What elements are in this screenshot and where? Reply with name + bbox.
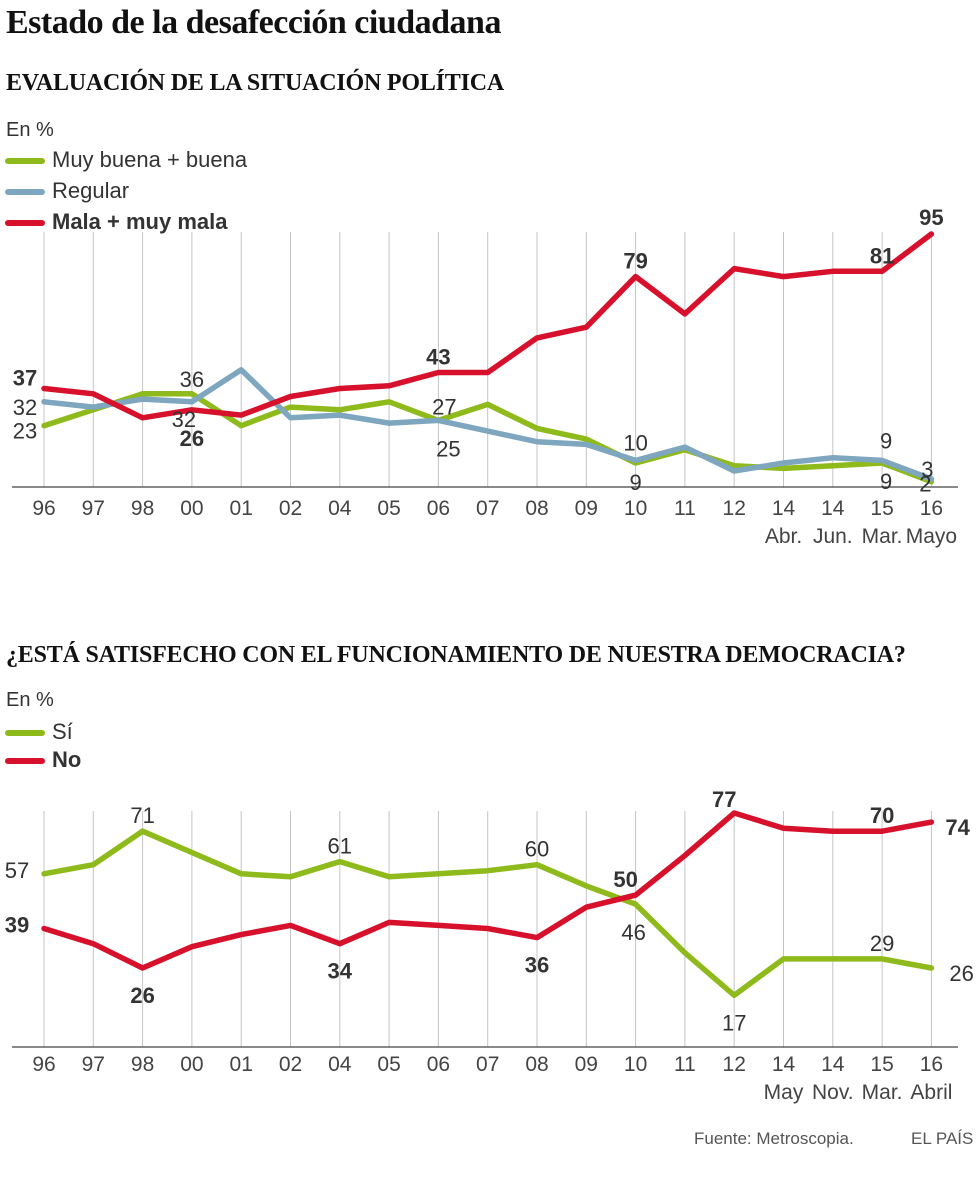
chart1-x-tick-label: 14 (821, 497, 845, 520)
chart2-data-label: 26 (949, 961, 973, 986)
chart2-x-tick-label: 16 (920, 1053, 943, 1076)
chart1-data-label: 2 (919, 472, 931, 497)
chart1-legend-label-2: Mala + muy mala (52, 209, 228, 234)
brand-logo-text: EL PAÍS (911, 1129, 974, 1148)
chart2-x-tick-label: 01 (230, 1053, 253, 1076)
chart2-x-sublabel: May (764, 1081, 804, 1104)
chart2-x-sublabel: Abril (910, 1081, 952, 1104)
chart2-legend-label-0: Sí (52, 719, 73, 744)
chart2-x-tick-label: 15 (870, 1053, 893, 1076)
chart1-x-tick-label: 05 (377, 497, 400, 520)
chart2-series-line-1 (41, 810, 935, 971)
chart1-x-tick-label: 06 (427, 497, 450, 520)
chart1-data-label: 27 (432, 394, 456, 419)
chart2-x-tick-label: 07 (476, 1053, 499, 1076)
chart2-data-label: 36 (525, 953, 549, 978)
chart2-data-label: 39 (5, 912, 29, 937)
chart1-data-label: 95 (919, 205, 943, 230)
chart1-data-label: 26 (180, 426, 204, 451)
chart2-x-tick-label: 96 (32, 1053, 55, 1076)
chart1-series-line-0 (41, 391, 935, 485)
chart2-x-tick-label: 04 (328, 1053, 352, 1076)
chart2-data-label: 70 (870, 803, 894, 828)
chart2-x-tick-label: 06 (427, 1053, 450, 1076)
chart1-series-line-2 (41, 231, 935, 421)
chart2-data-label: 61 (328, 834, 352, 859)
chart2-x-tick-label: 12 (723, 1053, 746, 1076)
chart1-x-tick-label: 01 (230, 497, 253, 520)
chart1-x-tick-label: 16 (920, 497, 943, 520)
chart2-x-tick-label: 05 (377, 1053, 400, 1076)
chart2-data-label: 46 (621, 920, 645, 945)
chart2-unit-label: En % (6, 689, 54, 711)
chart2-x-tick-label: 97 (82, 1053, 105, 1076)
chart1-data-label: 43 (426, 344, 450, 369)
chart1-data-label: 37 (13, 365, 37, 390)
chart2-x-sublabel: Mar. (862, 1081, 903, 1104)
chart2-x-tick-label: 14 (821, 1053, 845, 1076)
chart1-x-tick-label: 97 (82, 497, 105, 520)
source-note: Fuente: Metroscopia. (694, 1129, 854, 1148)
chart1-x-tick-label: 04 (328, 497, 352, 520)
chart2-x-tick-label: 11 (674, 1053, 696, 1076)
chart1-data-label: 23 (13, 419, 37, 444)
chart1-x-sublabel: Mar. (862, 525, 903, 548)
chart1-data-label: 9 (629, 470, 641, 495)
chart1-data-label: 81 (870, 243, 894, 268)
chart2-data-label: 50 (613, 867, 637, 892)
chart2-x-tick-label: 02 (279, 1053, 302, 1076)
chart2-data-label: 29 (870, 931, 894, 956)
chart1-series-line-1 (41, 367, 935, 482)
chart1-x-tick-label: 07 (476, 497, 499, 520)
chart2-x-tick-label: 09 (575, 1053, 598, 1076)
chart2-data-label: 71 (130, 803, 154, 828)
chart1-x-tick-label: 02 (279, 497, 302, 520)
chart1-unit-label: En % (6, 119, 54, 141)
chart1-x-tick-label: 14 (772, 497, 796, 520)
chart1-x-sublabel: Mayo (906, 525, 957, 548)
chart1-data-label: 10 (623, 430, 647, 455)
chart2-data-label: 34 (328, 959, 353, 984)
chart1-data-label: 32 (172, 407, 196, 432)
chart1-data-label: 36 (180, 367, 204, 392)
chart1-x-tick-label: 00 (180, 497, 203, 520)
chart2-series-line-0 (41, 828, 935, 999)
chart1-x-sublabel: Jun. (813, 525, 853, 548)
chart1-legend-label-0: Muy buena + buena (52, 147, 248, 172)
chart2-data-label: 17 (722, 1010, 746, 1035)
chart2-legend-label-1: No (52, 747, 81, 772)
chart2-x-tick-label: 98 (131, 1053, 154, 1076)
chart1-x-tick-label: 98 (131, 497, 154, 520)
chart1-title: EVALUACIÓN DE LA SITUACIÓN POLÍTICA (6, 70, 504, 96)
chart1-x-tick-label: 96 (32, 497, 55, 520)
chart2-data-label: 26 (130, 983, 154, 1008)
chart1-x-tick-label: 11 (674, 497, 696, 520)
chart1-x-tick-label: 09 (575, 497, 598, 520)
chart1-data-label: 3 (921, 457, 933, 482)
chart1-data-label: 32 (13, 395, 37, 420)
chart1-legend-label-1: Regular (52, 178, 129, 203)
chart1-x-tick-label: 12 (723, 497, 746, 520)
chart1-data-label: 9 (880, 428, 892, 453)
chart1-x-tick-label: 15 (870, 497, 893, 520)
chart1-data-label: 25 (436, 436, 460, 461)
chart1-x-sublabel: Abr. (765, 525, 802, 548)
chart1-data-label: 9 (880, 469, 892, 494)
chart2-data-label: 77 (712, 787, 736, 812)
chart1-data-label: 79 (623, 249, 647, 274)
chart2-x-tick-label: 00 (180, 1053, 203, 1076)
chart2-data-label: 60 (525, 837, 549, 862)
page-title: Estado de la desafección ciudadana (6, 4, 501, 41)
chart2-data-label: 74 (945, 815, 970, 840)
chart2-x-tick-label: 08 (525, 1053, 548, 1076)
chart2-data-label: 57 (5, 858, 29, 883)
chart2-x-sublabel: Nov. (812, 1081, 854, 1104)
chart1-x-tick-label: 10 (624, 497, 647, 520)
chart1-x-tick-label: 08 (525, 497, 548, 520)
chart2-x-tick-label: 10 (624, 1053, 647, 1076)
chart2-title: ¿ESTÁ SATISFECHO CON EL FUNCIONAMIENTO D… (6, 642, 906, 668)
chart2-x-tick-label: 14 (772, 1053, 796, 1076)
